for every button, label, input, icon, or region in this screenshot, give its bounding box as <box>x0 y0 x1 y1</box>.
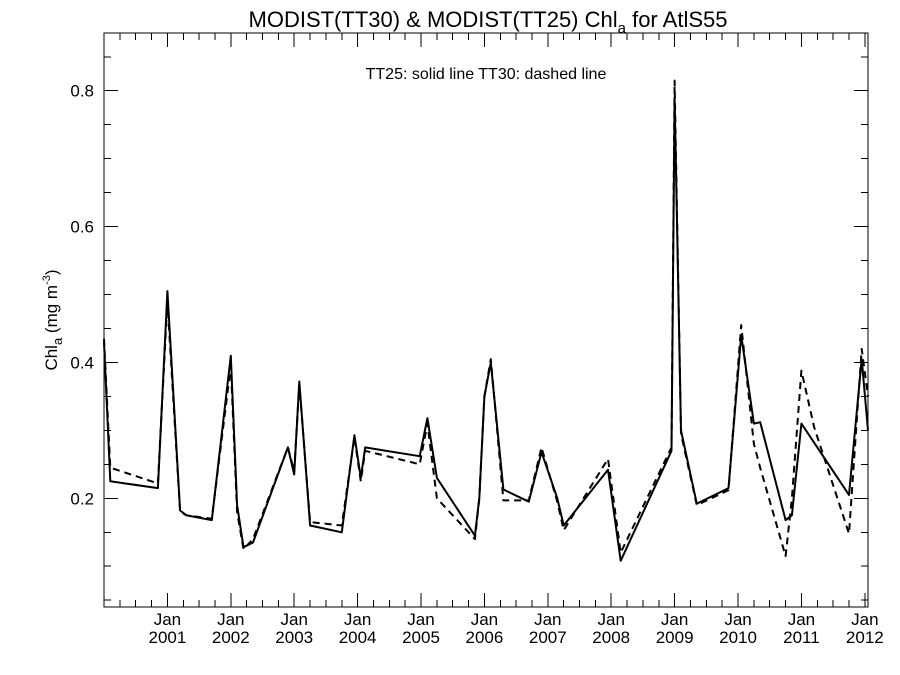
x-tick-label-year: 2010 <box>719 628 757 647</box>
x-tick-label-month: Jan <box>788 610 815 629</box>
x-tick-label-year: 2003 <box>275 628 313 647</box>
chart-title: MODIST(TT30) & MODIST(TT25) Chla for Atl… <box>249 7 728 37</box>
y-axis-label: Chla (mg m-3) <box>41 269 65 370</box>
x-tick-label-month: Jan <box>851 610 878 629</box>
series-line-tt30 <box>103 79 869 558</box>
x-tick-label-year: 2005 <box>402 628 440 647</box>
y-tick-label: 0.8 <box>70 82 94 101</box>
x-tick-label-year: 2009 <box>656 628 694 647</box>
x-tick-label-month: Jan <box>598 610 625 629</box>
x-tick-label-year: 2001 <box>148 628 186 647</box>
y-tick-label: 0.2 <box>70 489 94 508</box>
x-tick-label-month: Jan <box>661 610 688 629</box>
x-tick-label-year: 2007 <box>529 628 567 647</box>
x-tick-label-year: 2008 <box>592 628 630 647</box>
plot-frame <box>103 32 869 608</box>
x-tick-label-year: 2006 <box>466 628 504 647</box>
x-tick-label-month: Jan <box>471 610 498 629</box>
x-tick-label-month: Jan <box>217 610 244 629</box>
series-line-tt25 <box>103 96 869 562</box>
x-tick-label-year: 2004 <box>339 628 377 647</box>
x-tick-label-month: Jan <box>534 610 561 629</box>
y-axis-ticks: 0.2 0.4 0.6 0.8 <box>70 56 868 601</box>
x-axis-ticks: Jan2001Jan2002Jan2003Jan2004Jan2005Jan20… <box>119 33 884 647</box>
x-tick-label-month: Jan <box>407 610 434 629</box>
x-tick-label-year: 2002 <box>212 628 250 647</box>
x-tick-label-month: Jan <box>280 610 307 629</box>
legend-note: TT25: solid line TT30: dashed line <box>366 66 607 83</box>
x-tick-label-month: Jan <box>724 610 751 629</box>
x-tick-label-year: 2012 <box>846 628 884 647</box>
y-tick-label: 0.4 <box>70 353 94 372</box>
series-lines <box>103 79 869 562</box>
y-tick-label: 0.6 <box>70 218 94 237</box>
x-tick-label-year: 2011 <box>783 628 820 647</box>
x-tick-label-month: Jan <box>154 610 181 629</box>
x-tick-label-month: Jan <box>344 610 371 629</box>
